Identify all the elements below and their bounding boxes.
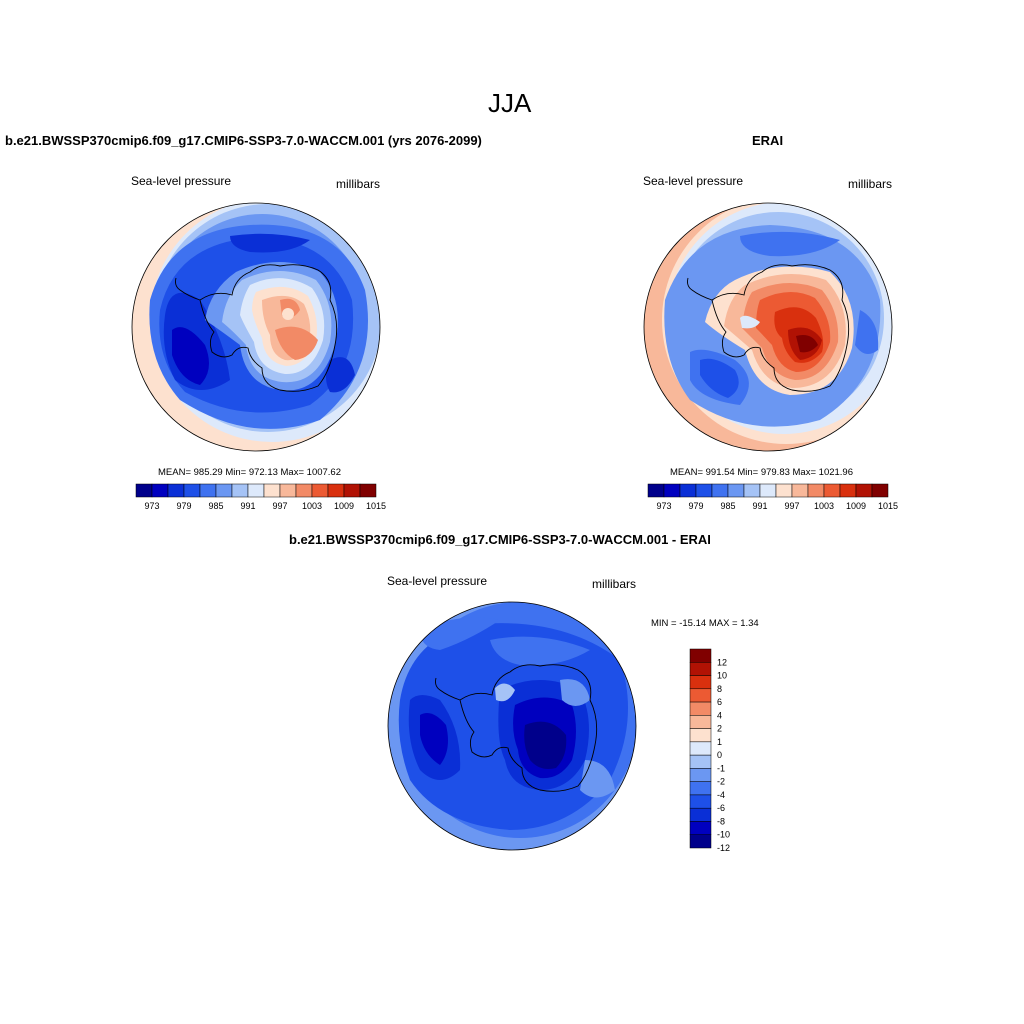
left-map	[132, 203, 380, 451]
colorbar-tick-label: 8	[717, 684, 722, 694]
right-variable-label: Sea-level pressure	[643, 174, 744, 188]
colorbar-swatch	[743, 483, 761, 498]
colorbar-swatch	[839, 483, 857, 498]
colorbar-tick-label: -8	[717, 816, 725, 826]
diff-panel-header: b.e21.BWSSP370cmip6.f09_g17.CMIP6-SSP3-7…	[289, 532, 711, 547]
left-map-border	[131, 202, 381, 452]
colorbar-swatch	[647, 483, 665, 498]
colorbar-swatch	[343, 483, 361, 498]
right-units-label: millibars	[848, 177, 893, 191]
colorbar-tick-label: 985	[208, 501, 223, 511]
left-units-label: millibars	[336, 177, 381, 191]
colorbar-swatch	[327, 483, 345, 498]
diff-variable-label: Sea-level pressure	[387, 574, 488, 588]
colorbar-swatch	[679, 483, 697, 498]
colorbar-swatch	[689, 794, 712, 809]
colorbar-swatch	[183, 483, 201, 498]
colorbar-swatch	[711, 483, 729, 498]
colorbar-swatch	[663, 483, 681, 498]
colorbar-swatch	[311, 483, 329, 498]
colorbar-tick-label: 6	[717, 697, 722, 707]
diff-stats: MIN = -15.14 MAX = 1.34	[651, 618, 759, 629]
right-colorbar: 973 979 985 991 997 1003 1009 1015	[647, 483, 898, 511]
colorbar-tick-label: 973	[656, 501, 671, 511]
colorbar-swatch	[689, 675, 712, 690]
colorbar-swatch	[689, 768, 712, 782]
colorbar-swatch	[247, 483, 265, 498]
colorbar-tick-label: 1003	[302, 501, 322, 511]
colorbar-tick-label: 997	[272, 501, 287, 511]
colorbar-swatch	[689, 807, 712, 822]
colorbar-tick-label: 991	[240, 501, 255, 511]
colorbar-swatch	[689, 741, 712, 756]
colorbar-swatch	[231, 483, 249, 498]
colorbar-tick-label: 991	[752, 501, 767, 511]
colorbar-tick-label: -1	[717, 763, 725, 773]
colorbar-tick-label: 1009	[846, 501, 866, 511]
colorbar-swatch	[689, 688, 712, 703]
colorbar-swatch	[689, 834, 712, 849]
colorbar-tick-label: 1003	[814, 501, 834, 511]
colorbar-tick-label: 1009	[334, 501, 354, 511]
colorbar-tick-label: 1015	[366, 501, 386, 511]
diff-map-border	[387, 601, 637, 851]
right-stats: MEAN= 991.54 Min= 979.83 Max= 1021.96	[670, 467, 853, 478]
colorbar-tick-label: 973	[144, 501, 159, 511]
colorbar-tick-label: 997	[784, 501, 799, 511]
colorbar-swatch	[689, 648, 712, 663]
left-panel-header: b.e21.BWSSP370cmip6.f09_g17.CMIP6-SSP3-7…	[5, 133, 482, 148]
colorbar-tick-label: -2	[717, 777, 725, 787]
colorbar-swatch	[151, 483, 169, 498]
colorbar-swatch	[823, 483, 841, 498]
colorbar-swatch	[359, 483, 377, 498]
colorbar-tick-label: -4	[717, 790, 725, 800]
colorbar-tick-label: 985	[720, 501, 735, 511]
colorbar-tick-label: 12	[717, 657, 727, 667]
colorbar-tick-label: 4	[717, 710, 722, 720]
left-variable-label: Sea-level pressure	[131, 174, 232, 188]
colorbar-swatch	[215, 483, 233, 498]
colorbar-tick-label: -10	[717, 830, 730, 840]
colorbar-tick-label: 1	[717, 737, 722, 747]
colorbar-swatch	[689, 701, 712, 716]
left-stats: MEAN= 985.29 Min= 972.13 Max= 1007.62	[158, 467, 341, 478]
colorbar-tick-label: 2	[717, 724, 722, 734]
colorbar-swatch	[727, 483, 745, 498]
colorbar-swatch	[689, 781, 712, 796]
colorbar-tick-label: 979	[688, 501, 703, 511]
colorbar-swatch	[695, 483, 713, 498]
colorbar-swatch	[295, 483, 313, 498]
colorbar-swatch	[135, 483, 153, 498]
colorbar-swatch	[807, 483, 825, 498]
colorbar-tick-label: 1015	[878, 501, 898, 511]
right-panel-header: ERAI	[752, 133, 784, 148]
diff-map	[388, 602, 636, 850]
colorbar-swatch	[689, 754, 712, 769]
colorbar-swatch	[791, 483, 809, 498]
colorbar-swatch	[199, 483, 217, 498]
colorbar-swatch	[167, 483, 185, 498]
colorbar-tick-label: -6	[717, 803, 725, 813]
colorbar-swatch	[689, 728, 712, 743]
colorbar-swatch	[855, 483, 873, 498]
right-map	[644, 203, 892, 451]
colorbar-swatch	[689, 715, 712, 729]
colorbar-tick-label: 979	[176, 501, 191, 511]
colorbar-swatch	[775, 483, 793, 498]
colorbar-swatch	[871, 483, 889, 498]
colorbar-tick-label: -12	[717, 843, 730, 853]
colorbar-swatch	[689, 821, 712, 835]
colorbar-swatch	[279, 483, 297, 498]
left-colorbar: 973 979 985 991 997 1003 1009 1015	[135, 483, 386, 511]
colorbar-tick-label: 0	[717, 750, 722, 760]
diff-units-label: millibars	[592, 577, 637, 591]
colorbar-swatch	[263, 483, 281, 498]
colorbar-tick-label: 10	[717, 671, 727, 681]
season-title: JJA	[488, 88, 532, 118]
colorbar-swatch	[689, 662, 712, 676]
colorbar-swatch	[759, 483, 777, 498]
right-map-border	[643, 202, 893, 452]
